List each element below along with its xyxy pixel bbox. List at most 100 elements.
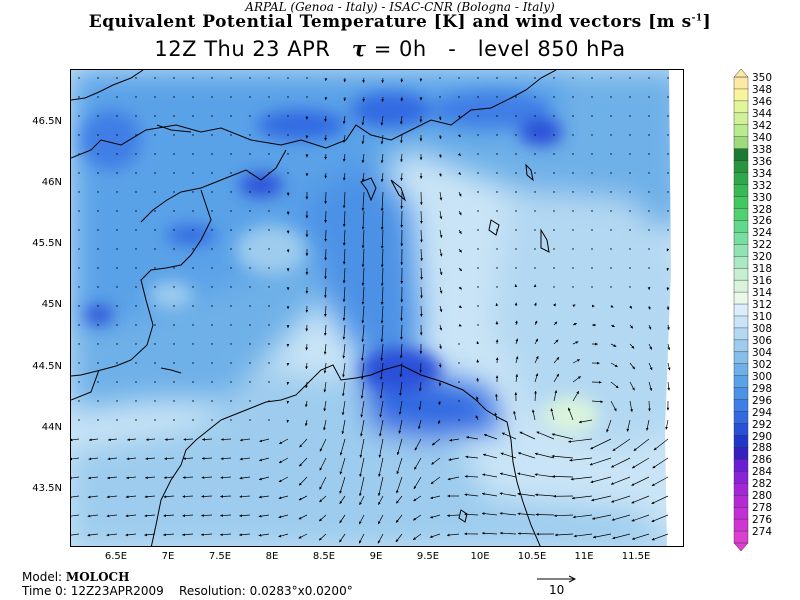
wind-vector-arrow [319,438,327,452]
wind-vector-arrow [651,514,669,523]
wind-vector-arrow [339,457,346,475]
wind-calm-dot [477,153,479,155]
wind-calm-dot [268,191,270,193]
wind-calm-dot [78,172,80,174]
wind-vector-arrow [418,381,422,392]
wind-calm-dot [97,400,99,402]
wind-calm-dot [173,286,175,288]
wind-calm-dot [534,191,536,193]
wind-calm-dot [192,115,194,117]
wind-vector-arrow [380,286,384,305]
wind-calm-dot [439,77,441,79]
tau-symbol: τ [351,36,367,61]
wind-calm-dot [287,134,289,136]
wind-vector-arrow [553,356,560,364]
wind-calm-dot [249,267,251,269]
wind-vector-arrow [278,514,289,519]
wind-vector-arrow [515,356,519,364]
wind-vector-arrow [648,400,651,412]
colorbar-tick-label: 328 [752,203,773,216]
wind-vector-arrow [499,492,517,497]
wind-calm-dot [116,153,118,155]
wind-vector-arrow [534,452,555,459]
lat-tick-label: 45.5N [32,238,62,249]
wind-vector-arrow [323,305,327,317]
wind-vector-arrow [342,267,346,284]
wind-calm-dot [154,134,156,136]
wind-vector-arrow [319,457,327,471]
wind-calm-dot [173,362,175,364]
wind-vector-arrow [182,495,194,498]
wind-vector-arrow [648,381,653,391]
wind-vector-arrow [360,381,365,399]
wind-calm-dot [230,96,232,98]
wind-calm-dot [135,400,137,402]
wind-vector-arrow [323,419,327,431]
lon-tick-label: 7E [161,551,175,562]
map-panel[interactable] [70,69,684,547]
wind-vector-arrow [358,514,365,525]
colorbar-swatch-346 [733,100,749,114]
wind-vector-arrow [87,533,99,537]
wind-calm-dot [192,305,194,307]
wind-calm-dot [591,172,593,174]
colorbar-swatch-276 [733,518,749,532]
wind-vector-arrow [258,533,270,537]
wind-calm-dot [116,362,118,364]
wind-vector-arrow [361,229,365,249]
wind-vector-arrow [201,514,213,517]
wind-calm-dot [97,153,99,155]
wind-vector-arrow [71,514,80,518]
wind-calm-dot [230,210,232,212]
wind-vector-arrow [278,476,289,483]
wind-calm-dot [268,362,270,364]
wind-calm-dot [192,191,194,193]
wind-calm-dot [192,419,194,421]
colorbar-swatch-316 [733,279,749,293]
colorbar-swatch-320 [733,256,749,269]
wind-calm-dot [154,191,156,193]
wind-calm-dot [192,172,194,174]
wind-vector-arrow [107,476,118,480]
wind-vector-arrow [438,115,442,121]
wind-vector-arrow [420,267,423,280]
wind-calm-dot [534,172,536,174]
wind-vector-arrow [380,267,384,287]
wind-calm-dot [515,115,517,117]
colorbar-tick-label: 332 [752,179,773,192]
colorbar-swatch-288 [733,447,749,460]
colorbar-tick-label: 344 [752,107,773,120]
wind-vector-arrow [125,495,137,499]
colorbar-swatch-300 [733,375,749,389]
wind-vector-arrow [361,115,365,126]
wind-vector-arrow [362,77,366,83]
wind-calm-dot [572,286,574,288]
wind-vector-arrow [144,495,156,499]
wind-calm-dot [97,96,99,98]
wind-vector-arrow [667,381,671,391]
wind-calm-dot [610,286,612,288]
wind-vector-arrow [182,476,194,479]
wind-calm-dot [610,153,612,155]
wind-vector-arrow [395,533,403,543]
wind-vector-arrow [144,476,156,480]
colorbar-tick-label: 286 [752,454,773,467]
colorbar-swatch-334 [733,172,749,186]
wind-vector-arrow [499,472,517,478]
colorbar-swatch-314 [733,291,749,305]
wind-calm-dot [458,400,460,402]
wind-vector-arrow [164,457,175,460]
title-text: Equivalent Potential Temperature [K] and… [88,12,692,32]
wind-vector-arrow [569,457,593,462]
title-unit-exponent: -1 [691,13,703,24]
wind-calm-dot [515,248,517,250]
wind-vector-arrow [279,438,289,445]
wind-calm-dot [591,229,593,231]
wind-vector-arrow [483,434,498,440]
wind-vector-arrow [554,533,574,537]
wind-vector-arrow [645,419,650,431]
wind-vector-arrow [396,495,403,504]
wind-calm-dot [306,77,308,79]
wind-vector-arrow [298,476,308,486]
wind-vector-arrow [305,343,309,351]
